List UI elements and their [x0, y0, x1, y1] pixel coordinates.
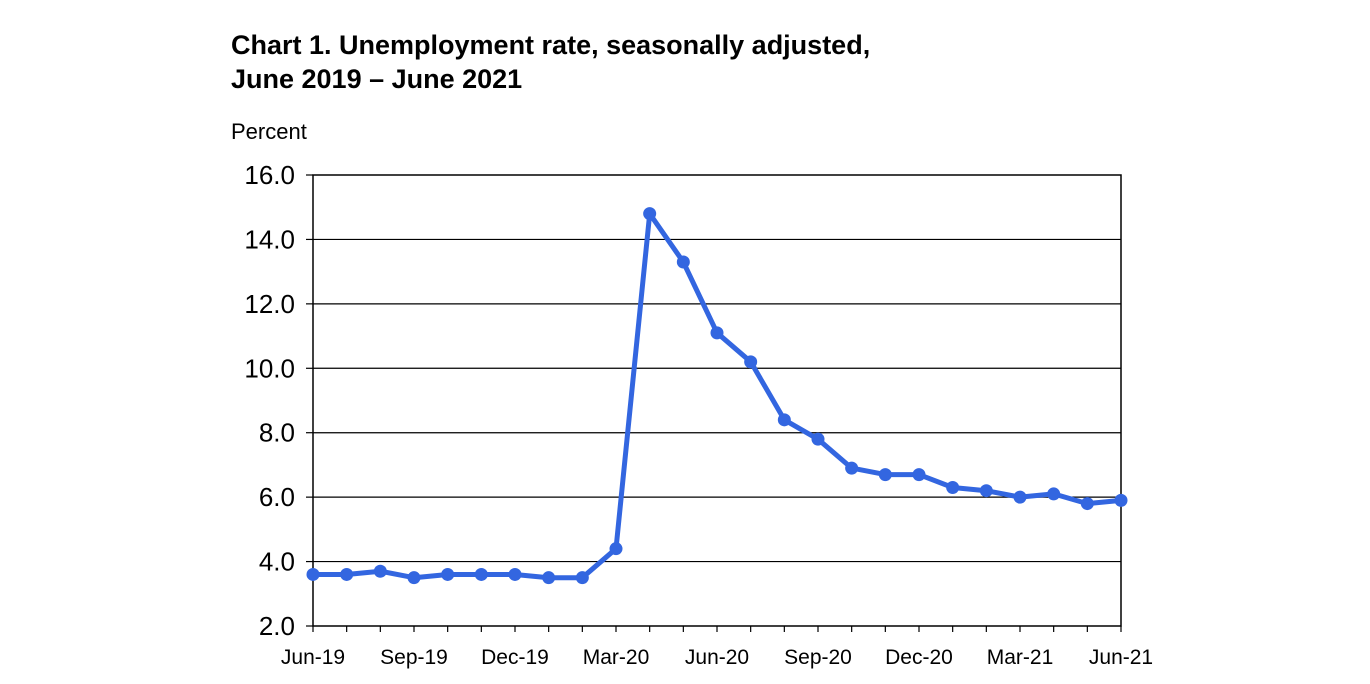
data-point-dec-20	[912, 468, 926, 482]
data-point-feb-21	[979, 484, 993, 498]
data-point-apr-20	[643, 207, 657, 221]
chart-title-line-1: Chart 1. Unemployment rate, seasonally a…	[231, 30, 871, 60]
data-point-aug-20	[777, 413, 791, 427]
data-point-dec-19	[508, 567, 522, 581]
y-tick-label: 4.0	[259, 547, 295, 577]
series-unemployment-rate	[306, 207, 1128, 585]
y-tick-label: 12.0	[244, 289, 295, 319]
data-point-jul-19	[340, 567, 354, 581]
y-tick-label: 8.0	[259, 418, 295, 448]
x-tick-label: Mar-20	[583, 646, 650, 669]
chart-title: Chart 1. Unemployment rate, seasonally a…	[231, 28, 870, 96]
plot-area-frame	[312, 174, 1122, 627]
data-point-sep-19	[407, 571, 421, 585]
series-line	[310, 211, 1124, 581]
x-tick-label: Jun-20	[685, 646, 749, 669]
data-point-oct-19	[441, 567, 455, 581]
x-tick-label: Sep-19	[380, 646, 448, 669]
data-point-sep-20	[811, 432, 825, 446]
y-tick-label: 16.0	[244, 160, 295, 190]
data-point-jul-20	[744, 355, 758, 369]
x-axis-ticks: Jun-19 Sep-19 Dec-19 Mar-20 Jun-20 Sep-20 Dec-…	[281, 626, 1153, 669]
x-tick-label: Jun-19	[281, 646, 345, 669]
data-point-feb-20	[575, 571, 589, 585]
y-tick-label: 6.0	[259, 482, 295, 512]
x-tick-label: Jun-21	[1089, 646, 1153, 669]
x-tick-label: Mar-21	[987, 646, 1054, 669]
data-point-jun-21	[1114, 493, 1128, 507]
chart-title-line-2: June 2019 – June 2021	[231, 64, 523, 94]
data-point-may-20	[676, 255, 690, 269]
data-point-oct-20	[845, 461, 859, 475]
y-axis-ticks: 2.0 4.0 6.0 8.0 10.0 12.0 14.0 16.0	[244, 160, 313, 641]
x-tick-label: Sep-20	[784, 646, 852, 669]
data-point-jun-19	[306, 567, 320, 581]
data-point-jan-20	[542, 571, 556, 585]
gridlines	[313, 238, 1121, 563]
data-point-nov-19	[474, 567, 488, 581]
y-tick-label: 14.0	[244, 224, 295, 254]
data-point-mar-20	[609, 542, 623, 556]
data-point-apr-21	[1047, 487, 1061, 501]
data-point-jun-20	[710, 326, 724, 340]
y-axis-unit-label: Percent	[231, 119, 307, 144]
data-point-jan-21	[946, 480, 960, 494]
data-point-may-21	[1080, 497, 1094, 511]
data-point-aug-19	[373, 564, 387, 578]
x-tick-label: Dec-20	[885, 646, 953, 669]
x-tick-label: Dec-19	[481, 646, 549, 669]
y-tick-label: 2.0	[259, 611, 295, 641]
data-point-mar-21	[1013, 490, 1027, 504]
data-point-nov-20	[878, 468, 892, 482]
y-tick-label: 10.0	[244, 353, 295, 383]
